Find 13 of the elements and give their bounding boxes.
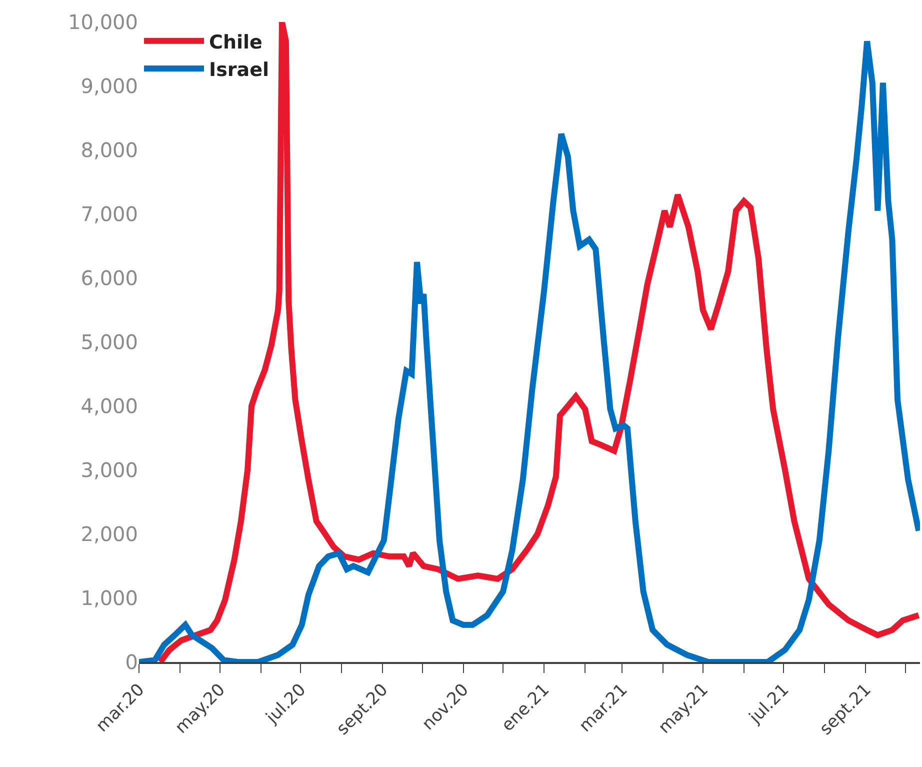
- y-tick-label: 9,000: [80, 74, 138, 98]
- y-tick-label: 1,000: [80, 586, 138, 610]
- y-tick-label: 5,000: [80, 330, 138, 354]
- y-tick-label: 4,000: [80, 394, 138, 418]
- y-tick-label: 2,000: [80, 522, 138, 546]
- y-tick-label: 10,000: [68, 10, 138, 34]
- y-tick-label: 6,000: [80, 266, 138, 290]
- y-tick-label: 0: [125, 650, 138, 674]
- y-tick-label: 3,000: [80, 458, 138, 482]
- legend-label: Israel: [209, 58, 269, 81]
- y-tick-label: 7,000: [80, 202, 138, 226]
- legend-label: Chile: [209, 31, 262, 54]
- y-tick-label: 8,000: [80, 138, 138, 162]
